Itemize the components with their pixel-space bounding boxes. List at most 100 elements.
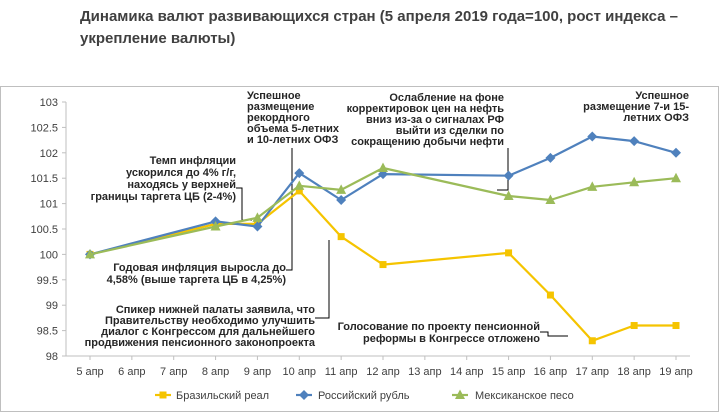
data-point — [336, 184, 347, 194]
y-tick-label: 98 — [46, 351, 58, 363]
y-tick-label: 99.5 — [37, 275, 58, 287]
data-point — [379, 261, 387, 269]
annotation-leader-a5 — [497, 148, 509, 191]
x-tick-label: 5 апр — [76, 366, 103, 378]
annotation-leader-a2 — [236, 187, 252, 221]
data-point — [336, 195, 347, 206]
data-point — [337, 233, 345, 241]
annotation-line: размещение — [247, 101, 314, 113]
data-point — [672, 322, 680, 330]
data-point — [629, 136, 640, 147]
data-point — [587, 131, 598, 142]
annotation-line: вниз из-за о сигналах РФ — [366, 114, 504, 126]
data-point — [671, 172, 681, 183]
data-point — [505, 249, 513, 257]
annotation-line: ускорился до 4% г/г, — [126, 167, 236, 179]
annotation-a2: Темп инфляции ускорился до 4% г/г, находяс… — [91, 155, 237, 203]
x-tick-label: 10 апр — [283, 366, 316, 378]
x-tick-label: 17 апр — [576, 366, 609, 378]
annotation-line: объема 5-летних — [247, 123, 340, 135]
annotation-line: Ослабление на фоне — [389, 92, 504, 104]
data-point — [629, 176, 640, 187]
chart-frame — [0, 86, 719, 412]
x-tick-label: 9 апр — [244, 366, 271, 378]
y-tick-label: 99 — [46, 300, 58, 312]
y-tick-label: 100 — [40, 249, 58, 261]
annotation-line: Темп инфляции — [150, 155, 236, 167]
annotation-line: Успешное — [247, 90, 301, 102]
annotation-line: Правительству необходимо улучшить — [105, 315, 315, 327]
annotation-a7: Голосование по проекту пенсионной реформы… — [338, 321, 541, 345]
annotation-a6: Успешное размещение 7-и 15-летних ОФЗ — [583, 90, 689, 124]
legend-label-0: Бразильский реал — [176, 390, 269, 402]
x-tick-label: 16 апр — [534, 366, 567, 378]
annotation-line: реформы в Конгрессе отложено — [363, 333, 540, 345]
legend-marker-2 — [455, 389, 465, 399]
x-tick-label: 8 апр — [202, 366, 229, 378]
annotation-a4: Спикер нижней палаты заявила, что Правите… — [85, 304, 316, 349]
y-tick-label: 98.5 — [37, 326, 58, 338]
annotation-a5: Ослабление на фоне корректировок цен на н… — [347, 92, 505, 148]
annotation-leader-a7 — [540, 331, 568, 337]
legend-marker-1 — [299, 390, 309, 400]
x-tick-label: 18 апр — [617, 366, 650, 378]
y-tick-label: 102.5 — [30, 122, 58, 134]
x-tick-label: 12 апр — [366, 366, 399, 378]
x-tick-label: 13 апр — [408, 366, 441, 378]
legend-label-1: Российский рубль — [318, 390, 410, 402]
y-tick-label: 100.5 — [30, 224, 58, 236]
data-point — [671, 147, 681, 158]
annotation-line: Годовая инфляция выросла до — [113, 262, 286, 274]
data-point — [587, 181, 598, 191]
annotation-line: продвижения пенсионного законопроекта — [85, 337, 316, 349]
y-tick-label: 103 — [40, 97, 58, 109]
data-point — [295, 187, 303, 195]
data-point — [588, 337, 596, 345]
data-point — [503, 170, 514, 181]
data-point — [294, 180, 305, 190]
annotation-line: границы таргета ЦБ (2-4%) — [91, 191, 237, 203]
data-point — [378, 162, 388, 173]
chart-title: Динамика валют развивающихся стран (5 ап… — [80, 8, 678, 47]
data-point — [545, 152, 556, 163]
data-point — [546, 291, 554, 299]
annotation-a3: Годовая инфляция выросла до 4,58% (выше т… — [107, 262, 287, 286]
data-point — [210, 220, 221, 231]
annotation-line: выйти из сделки по — [396, 125, 505, 137]
annotation-leader-a3 — [286, 200, 293, 271]
annotation-line: находясь у верхней — [127, 179, 236, 191]
annotation-line: Успешное — [635, 90, 689, 102]
annotation-line: летних ОФЗ — [623, 112, 689, 124]
annotation-line: диалог с Конгрессом для дальнейшего — [101, 326, 315, 338]
annotation-line: Голосование по проекту пенсионной — [338, 321, 540, 333]
x-tick-label: 11 апр — [325, 366, 358, 378]
annotation-line: сокращению добычи нефти — [351, 136, 504, 148]
data-point — [252, 212, 263, 222]
y-tick-label: 101 — [40, 199, 58, 211]
data-point — [630, 322, 638, 330]
data-point — [503, 190, 514, 200]
x-tick-label: 14 апр — [450, 366, 483, 378]
annotation-line: рекордного — [247, 112, 310, 124]
data-point — [252, 221, 263, 232]
data-point — [545, 194, 556, 205]
x-tick-label: 15 апр — [492, 366, 525, 378]
annotation-line: 4,58% (выше таргета ЦБ в 4,25%) — [107, 274, 287, 286]
x-tick-label: 19 апр — [659, 366, 692, 378]
legend-label-2: Мексиканское песо — [475, 390, 574, 402]
annotation-line: размещение 7-и 15- — [583, 101, 689, 113]
data-point — [85, 248, 95, 259]
annotation-leader-a4 — [315, 240, 330, 319]
annotation-line: и 10-летних ОФЗ — [247, 134, 338, 146]
data-point — [294, 168, 305, 179]
annotation-line: корректировок цен на нефть — [347, 103, 505, 115]
y-tick-label: 101.5 — [30, 173, 58, 185]
x-tick-label: 6 апр — [118, 366, 145, 378]
annotation-a1: Успешное размещение рекордного объема 5-лет… — [247, 90, 340, 146]
legend-marker-0 — [159, 391, 167, 399]
y-tick-label: 102 — [40, 148, 58, 160]
x-tick-label: 7 апр — [160, 366, 187, 378]
annotation-line: Спикер нижней палаты заявила, что — [116, 304, 315, 316]
